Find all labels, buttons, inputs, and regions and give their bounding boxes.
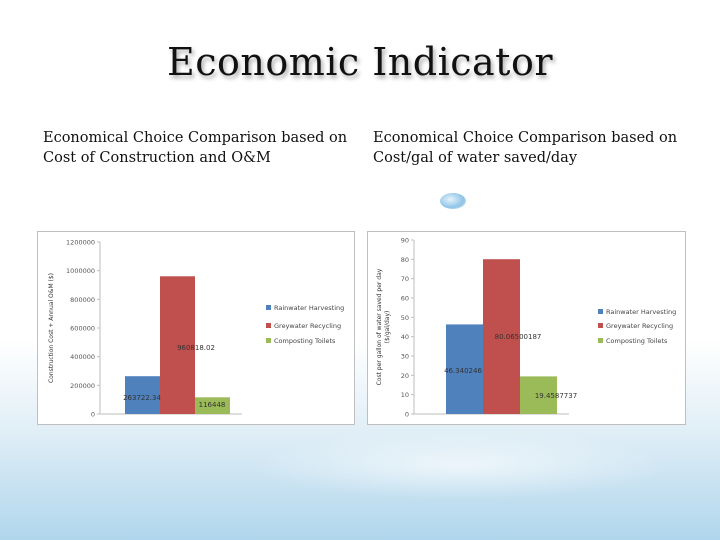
y-tick-label: 20 [401, 372, 409, 380]
y-tick-label: 400000 [70, 353, 95, 361]
legend-label: Rainwater Harvesting [274, 304, 344, 312]
legend-label: Greywater Recycling [606, 322, 673, 330]
y-tick-label: 600000 [70, 325, 95, 333]
legend-label: Greywater Recycling [274, 322, 341, 330]
y-tick-label: 0 [91, 411, 95, 419]
y-tick-label: 80 [401, 256, 409, 264]
data-label: 263722.34 [123, 394, 161, 402]
left-chart-subtitle: Economical Choice Comparison based on Co… [43, 130, 348, 166]
bar-greywater-recycling [483, 259, 520, 414]
y-tick-label: 30 [401, 353, 409, 361]
legend-label: Composting Toilets [606, 337, 668, 345]
data-label: 46.340246 [444, 367, 482, 375]
legend-label: Rainwater Harvesting [606, 308, 676, 316]
legend-swatch [598, 338, 603, 343]
y-tick-label: 200000 [70, 382, 95, 390]
data-label: 116448 [199, 401, 226, 409]
water-drop-decoration [440, 193, 466, 209]
data-label: 80.06500187 [495, 333, 542, 341]
legend-swatch [266, 338, 271, 343]
data-label: 960818.02 [177, 344, 215, 352]
slide-title: Economic Indicator [166, 40, 553, 84]
y-tick-label: 10 [401, 391, 409, 399]
y-tick-label: 60 [401, 295, 409, 303]
y-axis-label: Construction Cost + Annual O&M ($) [48, 273, 55, 383]
y-tick-label: 1000000 [66, 267, 95, 275]
y-tick-label: 90 [401, 237, 409, 245]
legend-swatch [266, 323, 271, 328]
legend-swatch [598, 309, 603, 314]
legend-swatch [266, 305, 271, 310]
bar-composting-toilets [195, 397, 230, 414]
y-tick-label: 40 [401, 333, 409, 341]
y-tick-label: 50 [401, 314, 409, 322]
cost-per-gallon-chart: 0 10 20 30 40 50 60 70 80 90 Cost per gallon of wa… [367, 231, 686, 425]
right-chart-subtitle: Economical Choice Comparison based on Co… [373, 130, 678, 166]
cost-per-gallon-chart-svg: 0 10 20 30 40 50 60 70 80 90 Cost per gallon of wa… [376, 237, 676, 419]
y-tick-label: 0 [405, 411, 409, 419]
construction-cost-chart: 0 200000 400000 600000 800000 1000000 1200000 C… [37, 231, 355, 425]
data-label: 19.4587737 [535, 392, 577, 400]
y-tick-label: 70 [401, 275, 409, 283]
legend-swatch [598, 323, 603, 328]
bar-rainwater-harvesting [446, 324, 483, 414]
construction-cost-chart-svg: 0 200000 400000 600000 800000 1000000 1200000 C… [48, 239, 344, 419]
y-axis-label: Cost per gallon of water saved per day($… [376, 268, 391, 385]
y-tick-label: 1200000 [66, 239, 95, 247]
bar-composting-toilets [520, 376, 557, 414]
legend-label: Composting Toilets [274, 337, 336, 345]
bar-rainwater-harvesting [125, 376, 160, 414]
y-tick-label: 800000 [70, 296, 95, 304]
water-ripple [250, 430, 670, 500]
bar-greywater-recycling [160, 276, 195, 414]
